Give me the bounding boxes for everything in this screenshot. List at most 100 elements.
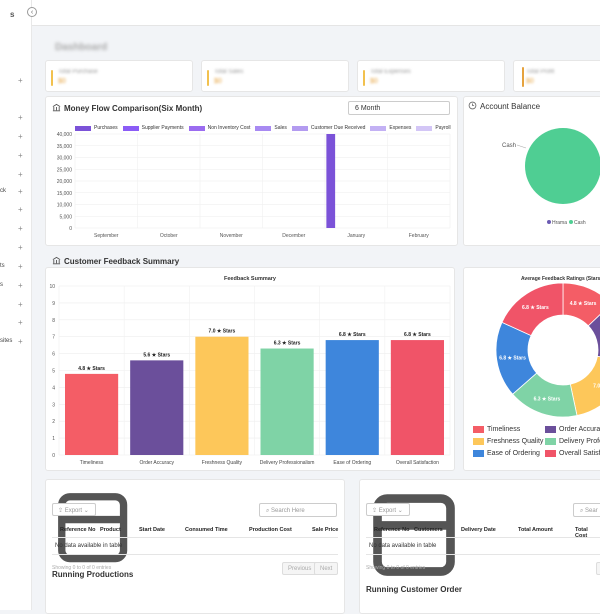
expand-icon[interactable]: + <box>18 318 23 327</box>
legend-item[interactable]: Non Inventory Cost <box>188 125 250 131</box>
collapse-sidebar-icon[interactable]: ‹ <box>27 7 37 17</box>
legend-item[interactable]: Freshness Quality <box>473 438 543 445</box>
column-header[interactable]: Product <box>100 527 121 533</box>
legend-item[interactable]: Purchases <box>75 125 118 131</box>
legend-label: Freshness Quality <box>487 438 544 445</box>
column-header[interactable]: Sale Price <box>312 527 339 533</box>
legend-item[interactable]: Ease of Ordering <box>473 450 540 457</box>
legend-item[interactable]: Supplier Payments <box>122 125 184 131</box>
data-label: 7.0 ★ Stars <box>209 329 236 335</box>
data-label: 4.8 ★ Stars <box>78 366 105 372</box>
search-input[interactable]: ⌕ Sear <box>573 503 600 517</box>
y-tick-label: 10 <box>49 284 55 290</box>
column-header[interactable]: Start Date <box>139 527 165 533</box>
feedback-section-title-text: Customer Feedback Summary <box>64 257 180 266</box>
next-button[interactable]: Next <box>314 562 339 575</box>
divider <box>52 537 338 538</box>
stat-accent <box>207 70 209 86</box>
column-header[interactable]: Delivery Date <box>461 527 496 533</box>
box-icon <box>58 493 128 563</box>
expand-icon[interactable]: + <box>18 281 23 290</box>
x-tick-label: February <box>409 233 430 239</box>
previous-button[interactable]: Previous <box>282 562 318 575</box>
expand-icon[interactable]: + <box>18 113 23 122</box>
x-tick-label: Order Accuracy <box>140 460 175 466</box>
y-tick-label: 2 <box>52 419 55 425</box>
stat-card: Total Purchase $0 <box>45 60 193 92</box>
column-header[interactable]: Total Amount <box>518 527 553 533</box>
stat-value: $0 <box>370 78 378 85</box>
x-tick-label: Freshness Quality <box>202 460 243 466</box>
divider <box>366 537 600 538</box>
column-header[interactable]: Production Cost <box>249 527 292 533</box>
money-flow-legend: Purchases Supplier Payments Non Inventory … <box>75 125 451 131</box>
legend-item[interactable]: Sales <box>255 125 287 131</box>
legend-swatch <box>122 125 139 131</box>
legend-item[interactable]: Payroll <box>416 125 451 131</box>
y-tick-label: 9 <box>52 301 55 307</box>
period-select[interactable]: 6 Month <box>348 101 450 115</box>
legend-swatch <box>545 438 556 445</box>
expand-icon[interactable]: + <box>18 187 23 196</box>
expand-icon[interactable]: + <box>18 337 23 346</box>
y-tick-label: 8 <box>52 318 55 324</box>
expand-icon[interactable]: + <box>18 76 23 85</box>
legend-item[interactable]: Delivery Profe <box>545 438 600 445</box>
expand-icon[interactable]: + <box>18 262 23 271</box>
customer-order-title-text: Running Customer Order <box>366 585 463 595</box>
sidebar: s + + + + + ck + + + + ts + s + + + site… <box>0 0 32 610</box>
data-label: 6.3 ★ Stars <box>274 341 301 347</box>
expand-icon[interactable]: + <box>18 151 23 160</box>
empty-table-message: No data available in table <box>369 543 437 549</box>
stat-title: Total Purchase <box>58 69 98 75</box>
slice-label: 6.3 ★ Stars <box>534 396 561 402</box>
sidebar-item-label[interactable]: sites <box>0 338 13 344</box>
legend-swatch <box>473 426 484 433</box>
legend-label: Overall Satisfac <box>559 450 600 457</box>
y-tick-label: 20,000 <box>57 179 73 185</box>
expand-icon[interactable]: + <box>18 170 23 179</box>
previous-button[interactable]: P <box>596 562 600 575</box>
sidebar-item-label[interactable]: s <box>0 282 3 288</box>
expand-icon[interactable]: + <box>18 205 23 214</box>
y-tick-label: 1 <box>52 436 55 442</box>
legend-item[interactable]: Order Accuracy <box>545 426 600 433</box>
expand-icon[interactable]: + <box>18 243 23 252</box>
bank-icon <box>52 103 61 112</box>
legend-label: Supplier Payments <box>141 125 184 131</box>
legend-item[interactable]: Timeliness <box>473 426 520 433</box>
sidebar-item-label[interactable]: ck <box>0 188 6 194</box>
y-tick-label: 35,000 <box>57 144 73 150</box>
legend-item[interactable]: Customer Due Received <box>291 125 366 131</box>
column-header[interactable]: Customers <box>414 527 443 533</box>
column-header[interactable]: Total Cost <box>575 527 588 539</box>
column-header[interactable]: Reference No <box>374 527 410 533</box>
export-button[interactable]: ⇪ Export ⌄ <box>366 503 410 516</box>
legend-item[interactable]: Overall Satisfac <box>545 450 600 457</box>
legend-label: Customer Due Received <box>310 125 366 131</box>
legend-item[interactable]: Expenses <box>370 125 411 131</box>
sidebar-item-label[interactable]: ts <box>0 263 5 269</box>
sidebar-brand: s <box>10 10 15 19</box>
y-tick-label: 6 <box>52 352 55 358</box>
pie-label: Cash <box>502 143 516 149</box>
expand-icon[interactable]: + <box>18 224 23 233</box>
search-input[interactable]: ⌕ Search Here <box>259 503 337 517</box>
column-header[interactable]: Consumed Time <box>185 527 228 533</box>
x-tick-label: Overall Satisfaction <box>396 460 439 466</box>
topbar: ‹ <box>27 0 600 26</box>
productions-title-text: Running Productions <box>52 570 134 580</box>
bank-icon <box>52 256 61 265</box>
column-header[interactable]: Reference No <box>60 527 96 533</box>
feedback-bar <box>260 348 314 455</box>
account-balance-title: Account Balance <box>468 101 540 111</box>
expand-icon[interactable]: + <box>18 132 23 141</box>
data-label: 5.6 ★ Stars <box>143 352 170 358</box>
legend-swatch <box>75 125 91 131</box>
legend-swatch <box>255 125 272 131</box>
x-tick-label: Ease of Ordering <box>333 460 371 466</box>
feedback-bar <box>390 340 444 455</box>
expand-icon[interactable]: + <box>18 300 23 309</box>
stat-title: Total Sales <box>214 69 244 75</box>
export-button[interactable]: ⇪ Export ⌄ <box>52 503 96 516</box>
